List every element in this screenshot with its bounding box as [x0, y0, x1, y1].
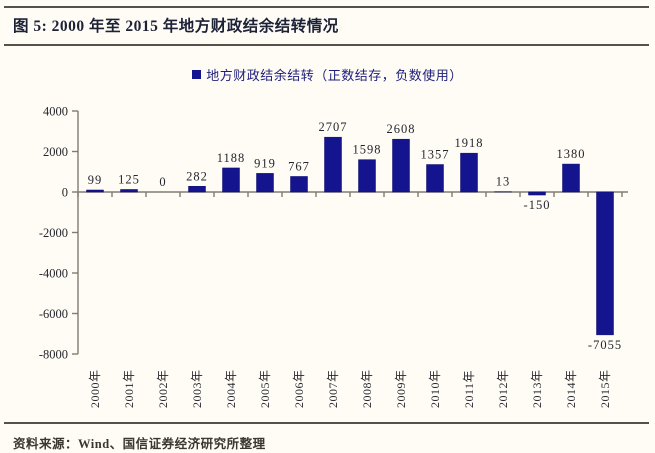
x-tick-label: 2004年	[224, 369, 238, 408]
source-note: 资料来源：Wind、国信证券经济研究所整理	[13, 437, 266, 451]
bar-value-label: 1188	[217, 151, 246, 165]
bar-value-label: 13	[496, 175, 511, 189]
x-tick-label: 2010年	[428, 369, 442, 408]
y-tick-label: -8000	[39, 348, 68, 362]
bar	[358, 159, 376, 193]
bar	[120, 189, 138, 193]
x-tick-label: 2007年	[326, 369, 340, 408]
x-tick-label: 2013年	[530, 369, 544, 408]
legend-label: 地方财政结余结转（正数结存，负数使用）	[206, 67, 463, 83]
x-tick-label: 2006年	[292, 369, 306, 408]
bar-value-label: 1357	[421, 148, 450, 162]
y-tick-label: 2000	[43, 145, 68, 159]
bar-value-label: 1380	[557, 147, 586, 161]
x-tick-label: 2015年	[598, 369, 612, 408]
top-rule	[4, 6, 649, 8]
bar	[324, 136, 342, 193]
bar-value-label: 2707	[319, 120, 348, 134]
x-tick-label: 2014年	[564, 369, 578, 408]
x-tick-label: 2005年	[258, 369, 272, 408]
bar-value-label: -150	[524, 198, 551, 212]
bar	[256, 173, 274, 193]
bar	[86, 189, 104, 193]
bar-value-label: 1598	[353, 143, 382, 157]
bar-value-label: 99	[88, 173, 103, 187]
y-tick-label: 0	[62, 186, 68, 200]
x-tick-label: 2001年	[122, 369, 136, 408]
bar	[596, 191, 614, 336]
bar-value-label: 919	[254, 156, 276, 170]
bar	[392, 138, 410, 193]
bar	[460, 152, 478, 193]
legend: 地方财政结余结转（正数结存，负数使用）	[0, 65, 655, 83]
bar-value-label: 0	[159, 175, 166, 189]
bar	[290, 176, 308, 193]
x-tick-label: 2000年	[88, 369, 102, 408]
x-tick-label: 2002年	[156, 369, 170, 408]
bar-value-label: 282	[186, 169, 208, 183]
bar-value-label: 1918	[455, 136, 484, 150]
y-tick-label: -4000	[39, 267, 68, 281]
x-tick-label: 2003年	[190, 369, 204, 408]
y-tick-label: 4000	[43, 105, 68, 119]
title-underline-rule	[4, 44, 649, 46]
bar	[562, 163, 580, 193]
x-tick-label: 2008年	[360, 369, 374, 408]
x-tick-label: 2011年	[462, 370, 476, 408]
bar	[222, 167, 240, 193]
bar-value-label: -7055	[588, 338, 622, 352]
y-tick-label: -6000	[39, 307, 68, 321]
y-tick-label: -2000	[39, 226, 68, 240]
x-tick-label: 2012年	[496, 369, 510, 408]
bar-value-label: 2608	[387, 122, 416, 136]
legend-square-icon	[192, 69, 202, 79]
bar	[528, 191, 546, 196]
figure-title: 图 5: 2000 年至 2015 年地方财政结余结转情况	[13, 18, 339, 35]
bar-value-label: 125	[118, 172, 140, 186]
bar	[426, 164, 444, 193]
x-tick-label: 2009年	[394, 369, 408, 408]
bar	[188, 186, 206, 193]
source-rule	[4, 422, 649, 424]
bar-value-label: 767	[288, 159, 310, 173]
